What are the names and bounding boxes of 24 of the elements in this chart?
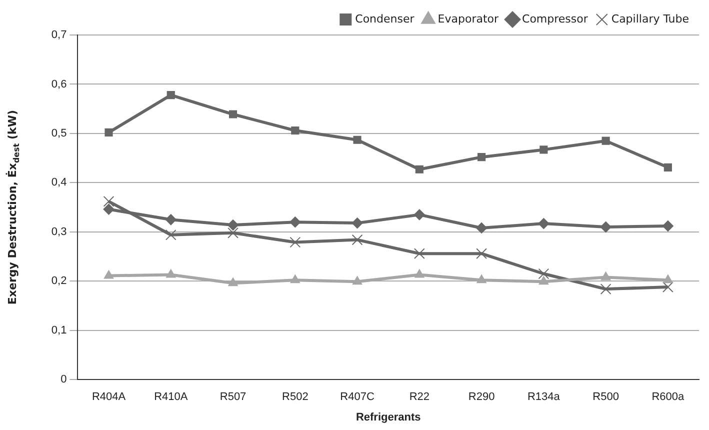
legend-label: Compressor — [522, 12, 588, 26]
x-axis-title: Refrigerants — [356, 411, 421, 424]
x-tick-label: R404A — [92, 391, 126, 404]
y-tick-label: 0,4 — [51, 176, 67, 189]
legend-label: Capillary Tube — [611, 12, 690, 26]
y-tick-label: 0,3 — [51, 226, 67, 238]
legend-label: Condenser — [355, 12, 415, 26]
x-tick-label: R507 — [220, 391, 246, 404]
x-tick-label: R290 — [468, 391, 495, 404]
y-tick-label: 0,6 — [51, 78, 67, 90]
y-tick-label: 0,2 — [51, 275, 67, 288]
y-axis-title: Exergy Destruction, Ėxdest (kW) — [4, 110, 22, 305]
y-tick-label: 0 — [60, 374, 67, 386]
x-tick-label: R410A — [154, 391, 188, 404]
x-tick-label: R134a — [527, 391, 561, 404]
x-tick-label: R500 — [592, 391, 619, 404]
legend-label: Evaporator — [438, 12, 499, 26]
y-tick-label: 0,7 — [51, 29, 67, 42]
y-tick-label: 0,1 — [51, 324, 67, 336]
x-tick-label: R502 — [282, 391, 308, 404]
x-tick-label: R407C — [340, 391, 374, 404]
y-tick-label: 0,5 — [51, 127, 67, 140]
x-tick-label: R600a — [652, 391, 686, 404]
x-tick-label: R22 — [409, 391, 430, 404]
